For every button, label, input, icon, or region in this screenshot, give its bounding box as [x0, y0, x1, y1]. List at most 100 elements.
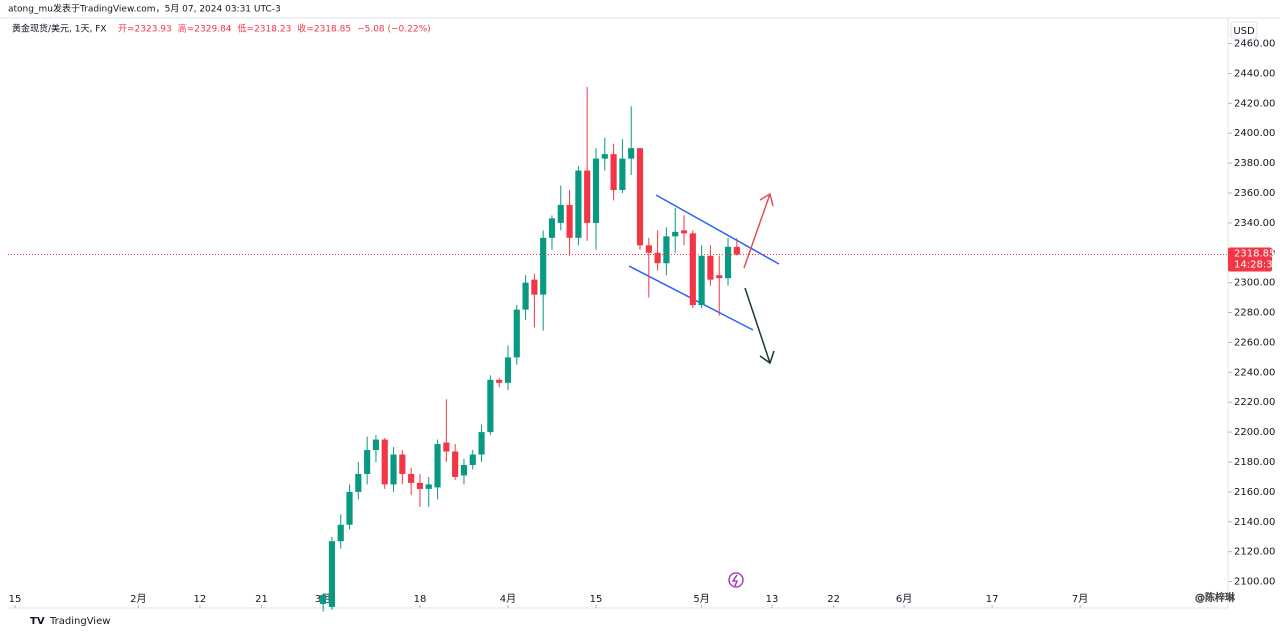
y-tick-label: 2240.00 [1234, 367, 1275, 378]
x-tick-label: 15 [9, 594, 22, 605]
x-tick-label: 4月 [500, 593, 516, 605]
x-tick-label: 21 [255, 594, 268, 605]
candle-body [513, 309, 520, 358]
candle-body [566, 204, 573, 238]
x-tick-label: 15 [590, 594, 603, 605]
candle-body [716, 275, 723, 279]
y-tick-label: 2100.00 [1234, 577, 1275, 588]
y-tick-label: 2380.00 [1234, 158, 1275, 169]
ohlc-value: 高=2329.84 [178, 23, 232, 35]
candle-body [663, 236, 670, 264]
candle-body [469, 454, 476, 465]
currency-box [1230, 21, 1258, 40]
x-tick-label: 12 [194, 594, 207, 605]
y-tick-label: 2340.00 [1234, 218, 1275, 229]
y-tick-label: 2400.00 [1234, 128, 1275, 139]
candle-body [645, 245, 652, 253]
candle-body [610, 154, 617, 191]
y-tick-label: 2440.00 [1234, 68, 1275, 79]
brand: TradingView [49, 616, 110, 627]
author-line: atong_mu发表于TradingView.com，5月 07, 2024 0… [8, 3, 281, 15]
candle-body [399, 454, 406, 474]
candle-body [707, 255, 714, 280]
ohlc-value: 开=2323.93 [118, 24, 172, 35]
y-tick-label: 2220.00 [1234, 397, 1275, 408]
candle-body [584, 170, 591, 223]
candle-body [654, 252, 661, 264]
up-arrow [743, 192, 774, 269]
brand-logo: TV [30, 616, 45, 627]
event-bolt [731, 574, 738, 587]
candle-body [698, 255, 705, 306]
candle-body [672, 231, 679, 237]
candle-body [381, 439, 388, 485]
candle-body [504, 357, 512, 383]
x-tick-label: 18 [414, 594, 427, 605]
x-tick-label: 13 [766, 594, 779, 605]
watermark: @陈梓琳 [1195, 591, 1235, 604]
y-tick-label: 2460.00 [1234, 39, 1275, 50]
candle-body [724, 246, 732, 279]
event-icon[interactable] [728, 572, 744, 588]
y-tick-label: 2140.00 [1234, 517, 1275, 528]
y-tick-label: 2300.00 [1234, 278, 1275, 289]
y-tick-label: 2360.00 [1234, 188, 1275, 199]
candle-body [460, 464, 468, 476]
candle-body [416, 482, 424, 489]
candle-body [636, 148, 644, 246]
countdown: 14:28:35 [1234, 259, 1279, 270]
x-tick-label: 6月 [896, 593, 912, 605]
ohlc-legend: 开=2323.93 高=2329.84 低=2318.23 收=2318.85 −5.0… [118, 23, 431, 35]
candle-body [557, 204, 564, 223]
candle-body [548, 218, 556, 238]
y-tick-label: 2160.00 [1234, 487, 1275, 498]
last-price-box [1228, 247, 1272, 272]
symbol: 黄金现货/美元, 1天, FX [12, 23, 107, 35]
candle-body [601, 154, 608, 159]
y-tick-label: 2420.00 [1234, 98, 1275, 109]
candle-body [320, 594, 327, 604]
candle-body [355, 473, 362, 492]
candle-body [733, 246, 740, 255]
x-tick-label: 5月 [693, 593, 709, 605]
candle-body [496, 379, 503, 383]
candle-body [337, 524, 344, 542]
y-tick-label: 2280.00 [1234, 308, 1275, 319]
ohlc-value: 收=2318.85 [297, 23, 351, 35]
candle-body [408, 473, 415, 483]
ohlc-value: 低=2318.23 [238, 23, 292, 35]
x-tick-label: 22 [827, 594, 840, 605]
candle-body [443, 442, 450, 452]
candle-body [452, 451, 459, 477]
candle-body [434, 444, 441, 488]
candle-body [478, 432, 485, 455]
candle-body [346, 491, 353, 525]
x-tick-label: 2月 [130, 593, 146, 605]
candle-body [540, 237, 547, 295]
x-tick-label: 7月 [1072, 593, 1088, 605]
candle-body [328, 541, 336, 607]
candle-body [628, 148, 635, 159]
currency: USD [1233, 26, 1255, 37]
candle-body [522, 282, 529, 310]
candle-body [575, 170, 582, 238]
ohlc-value: −5.08 (−0.22%) [357, 25, 431, 35]
down-arrow [744, 287, 775, 365]
candle-body [487, 379, 494, 433]
y-tick-label: 2200.00 [1234, 427, 1275, 438]
y-tick-label: 2120.00 [1234, 547, 1275, 558]
y-tick-label: 2180.00 [1234, 457, 1275, 468]
candle-body [372, 439, 380, 451]
candle-body [619, 158, 626, 191]
candle-body [592, 158, 600, 223]
candle-body [364, 450, 371, 474]
candle-body [531, 279, 538, 295]
last-price-label: 2318.85 [1234, 248, 1275, 259]
candle-body [689, 233, 696, 306]
candle-body [680, 230, 688, 234]
channel-upper [655, 194, 780, 265]
candle-body [390, 454, 397, 485]
